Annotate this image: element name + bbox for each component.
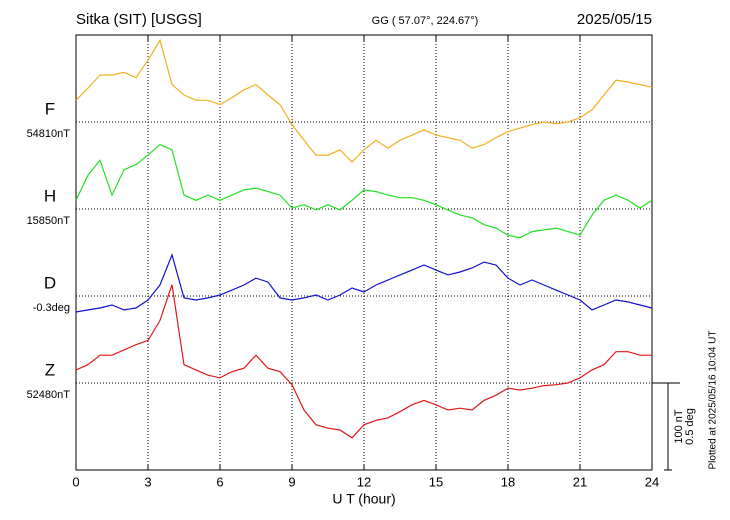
x-tick-label: 12: [357, 474, 371, 489]
scale-bar-label: 0.5 deg: [684, 408, 696, 445]
baseline-label: 54810nT: [27, 128, 71, 140]
chart-date: 2025/05/15: [577, 11, 652, 28]
x-tick-label: 0: [72, 474, 79, 489]
x-tick-label: 18: [501, 474, 515, 489]
baseline-label: 15850nT: [27, 215, 71, 227]
series-name: F: [45, 99, 55, 118]
chart-subtitle: GG ( 57.07°, 224.67°): [372, 15, 479, 27]
x-tick-label: 24: [645, 474, 659, 489]
series-name: D: [44, 273, 56, 292]
plot-note: Plotted at 2025/05/16 10:04 UT: [708, 331, 719, 470]
x-tick-label: 15: [429, 474, 443, 489]
baseline-label: -0.3deg: [33, 302, 70, 314]
series-name: Z: [45, 360, 55, 379]
series-line: [75, 253, 653, 313]
x-tick-label: 9: [288, 474, 295, 489]
x-tick-label: 21: [573, 474, 587, 489]
chart-title: Sitka (SIT) [USGS]: [76, 11, 202, 28]
scale-bar-label: 100 nT: [673, 409, 685, 444]
series-line: [75, 38, 653, 163]
series-name: H: [44, 186, 56, 205]
baseline-label: 52480nT: [27, 389, 71, 401]
series-line: [75, 143, 653, 239]
x-tick-label: 3: [144, 474, 151, 489]
x-axis-label: U T (hour): [332, 491, 395, 507]
series-line: [75, 284, 652, 439]
x-tick-label: 6: [216, 474, 223, 489]
